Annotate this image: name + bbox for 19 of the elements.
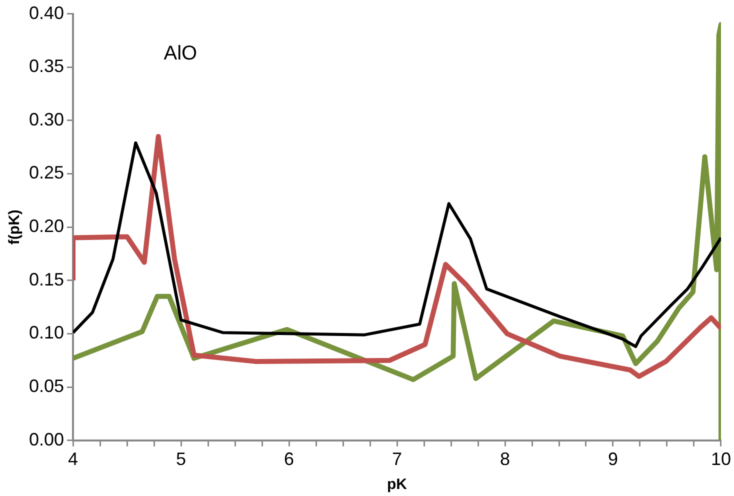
y-tick-label: 0.40 bbox=[28, 2, 64, 23]
y-tick-label: 0.20 bbox=[28, 216, 64, 236]
y-tick-label: 0.25 bbox=[28, 162, 64, 183]
x-tick-label: 6 bbox=[284, 449, 294, 470]
y-tick-label: 0.35 bbox=[28, 56, 64, 76]
y-axis-title: f(pK) bbox=[6, 210, 24, 245]
x-tick-label: 8 bbox=[500, 449, 510, 470]
annotation: AlO bbox=[164, 42, 198, 64]
x-tick-label: 10 bbox=[710, 449, 732, 470]
y-tick-label: 0.00 bbox=[28, 429, 64, 450]
x-tick-label: 4 bbox=[68, 449, 78, 470]
y-tick-label: 0.10 bbox=[28, 322, 64, 343]
y-tick-label: 0.30 bbox=[28, 109, 64, 130]
x-tick-label: 7 bbox=[392, 449, 402, 470]
x-tick-label: 5 bbox=[176, 449, 186, 470]
x-tick-label: 9 bbox=[608, 449, 618, 470]
y-tick-label: 0.15 bbox=[28, 269, 64, 290]
x-axis-title: pK bbox=[387, 476, 408, 494]
y-tick-label: 0.05 bbox=[28, 376, 64, 396]
